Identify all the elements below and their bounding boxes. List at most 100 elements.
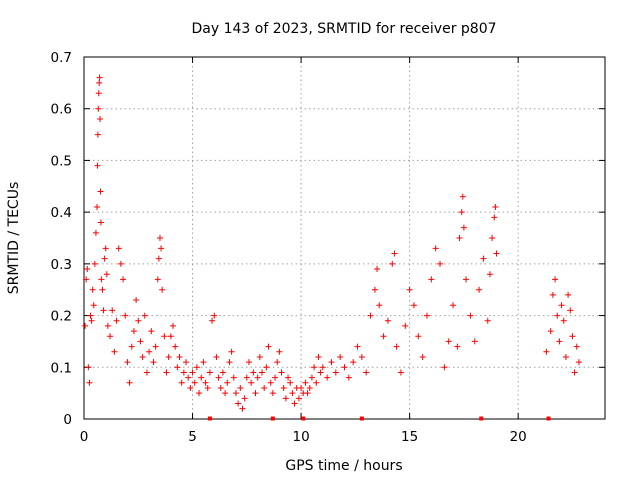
data-point [170,322,177,329]
data-point [304,390,311,397]
data-point [84,266,91,273]
data-point [432,245,439,252]
data-point [107,333,114,340]
data-point [230,374,237,381]
data-point [437,260,444,267]
data-point [256,353,263,360]
data-point [141,312,148,319]
data-point [573,343,580,350]
data-point [104,322,111,329]
data-point [232,390,239,397]
data-point [471,338,478,345]
data-point [282,395,289,402]
data-point [100,307,107,314]
data-point [463,276,470,283]
data-point [176,353,183,360]
data-point [245,359,252,366]
chart-title: Day 143 of 2023, SRMTID for receiver p80… [191,21,496,37]
data-point [569,333,576,340]
tick-labels: 0 5 10 15 20 0 0.1 0.2 0.3 0.4 0.5 0.6 0.7 [51,50,527,445]
data-point [291,400,298,407]
data-point [428,276,435,283]
data-point [185,374,192,381]
data-point [354,343,361,350]
zero-value-marker [546,416,551,421]
data-point [156,235,163,241]
data-point [158,245,165,252]
axis-ticks [83,56,605,420]
data-point [259,369,266,376]
data-point [226,359,233,366]
data-point [549,291,556,298]
data-point [459,193,466,200]
data-point [146,348,153,355]
data-point [198,374,205,381]
data-point [91,260,98,267]
data-point [92,229,99,236]
data-point [193,364,200,371]
data-point [97,219,104,226]
data-point [313,379,320,386]
data-point [165,353,172,360]
data-point [575,359,582,366]
data-point [99,286,106,293]
data-point [98,276,105,283]
data-point [122,312,129,319]
data-point [302,379,309,386]
data-point [287,379,294,386]
data-point [133,297,140,304]
data-point [128,343,135,350]
data-point [219,369,226,376]
data-point [491,214,498,221]
data-point [493,250,500,257]
data-point [243,374,250,381]
data-point [111,348,118,355]
data-point [213,353,220,360]
data-point [189,369,196,376]
data-point [152,343,159,350]
y-tick-label: 0.7 [51,50,72,66]
data-point [178,379,185,386]
data-point [163,369,170,376]
data-point [101,255,108,262]
y-tick-label: 0 [63,412,72,428]
data-point [341,364,348,371]
data-point [95,105,102,112]
data-point [450,302,457,309]
zero-value-marker [301,416,306,421]
data-point [272,374,279,381]
data-point [274,359,281,366]
data-point [486,271,493,278]
data-point [308,374,315,381]
grid-lines [84,57,605,419]
data-point [239,405,246,412]
data-point [492,203,499,210]
data-point [367,312,374,319]
data-point [269,390,276,397]
zero-value-marker [207,416,212,421]
data-point [393,343,400,350]
zero-markers [207,416,551,421]
data-point [204,384,211,391]
zero-value-marker [479,416,484,421]
y-tick-label: 0.3 [51,257,72,273]
x-axis-label: GPS time / hours [285,458,402,474]
data-point [319,364,326,371]
data-point [278,369,285,376]
data-point [402,322,409,329]
data-point [254,374,261,381]
data-point [419,353,426,360]
data-point [295,395,302,402]
data-point [380,333,387,340]
data-point [265,343,272,350]
data-point [345,374,352,381]
data-point [150,359,157,366]
data-point [154,276,161,283]
data-point [117,260,124,267]
data-point [180,369,187,376]
data-point [172,343,179,350]
data-point [547,328,554,335]
data-point [280,384,287,391]
data-point [90,302,97,309]
